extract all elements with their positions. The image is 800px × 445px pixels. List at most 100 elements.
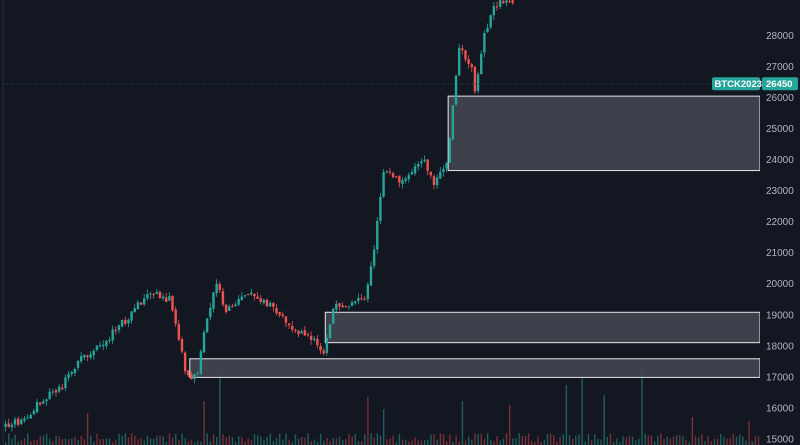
candle-body (127, 319, 130, 324)
volume-bar (726, 438, 728, 445)
volume-bar (96, 433, 98, 445)
volume-bar (354, 433, 357, 445)
volume-bar (42, 435, 45, 445)
volume-bar (486, 433, 489, 445)
volume-bar (127, 437, 130, 445)
volume-bar (666, 436, 668, 445)
volume-bar (553, 435, 555, 445)
volume-bar (49, 438, 51, 445)
candle-body (376, 220, 379, 250)
volume-bar (575, 436, 577, 445)
volume-bar (80, 435, 82, 445)
candle-body (152, 293, 155, 295)
volume-bar (64, 438, 67, 445)
volume-bar (735, 436, 738, 445)
volume-bar (83, 439, 86, 445)
volume-bar (597, 438, 599, 445)
volume-bar (203, 401, 205, 445)
volume-bar (650, 435, 653, 445)
candle-body (171, 296, 174, 311)
volume-bar (323, 440, 325, 445)
price-tick-label: 26000 (766, 93, 794, 104)
candle-body (275, 307, 278, 314)
candle-body (331, 308, 335, 324)
candle-body (67, 374, 70, 378)
volume-bar (156, 435, 158, 445)
volume-bar (282, 439, 284, 445)
volume-bar (105, 438, 108, 445)
candle-body (39, 402, 42, 405)
volume-bar (405, 439, 407, 445)
volume-bar (442, 434, 445, 445)
volume-bar (392, 435, 394, 445)
volume-bar (688, 442, 690, 445)
volume-bar (694, 436, 697, 445)
candle-body (130, 311, 133, 321)
volume-bar (4, 442, 7, 445)
volume-bar (543, 439, 546, 445)
candle-body (300, 331, 303, 334)
volume-bar (219, 373, 221, 445)
candle-body (57, 386, 61, 392)
price-tick-label: 24000 (766, 155, 794, 166)
volume-bar (594, 434, 596, 445)
volume-bar (206, 433, 208, 445)
candle-body (98, 345, 102, 347)
volume-bar (348, 434, 350, 445)
volume-bar (445, 441, 448, 445)
volume-bar (549, 433, 552, 445)
volume-bar (414, 437, 416, 445)
volume-bar (559, 436, 561, 445)
candle-body (168, 296, 171, 301)
candle-body (20, 419, 23, 424)
candle-body (291, 325, 294, 330)
volume-bar (137, 439, 139, 445)
volume-bar (241, 437, 243, 445)
volume-bar (288, 439, 290, 445)
volume-bar (124, 433, 127, 445)
price-tick-label: 28000 (766, 31, 794, 42)
candle-body (205, 318, 209, 333)
candle-body (158, 291, 162, 299)
candle-body (316, 338, 319, 346)
price-tick-label: 16000 (766, 403, 794, 414)
volume-bar (660, 433, 662, 445)
volume-bar (212, 434, 215, 445)
candle-body (212, 292, 215, 309)
volume-bar (691, 417, 694, 445)
candle-body (492, 6, 496, 16)
candle-body (64, 377, 67, 389)
volume-bar (108, 438, 111, 445)
candle-body (511, 0, 514, 4)
candle-body (199, 351, 203, 374)
candle-body (360, 298, 363, 300)
volume-bar (55, 435, 57, 445)
volume-bar (329, 441, 331, 445)
candle-body (294, 329, 297, 331)
volume-bar (644, 433, 646, 445)
volume-bar (537, 436, 539, 445)
candle-body (237, 298, 240, 305)
candle-body (29, 415, 32, 419)
candle-body (429, 171, 433, 176)
volume-bar (505, 433, 508, 445)
volume-bar (757, 436, 760, 445)
candle-body (202, 332, 206, 353)
price-tick-label: 25000 (766, 124, 794, 135)
volume-bar (386, 439, 388, 445)
volume-bar (483, 439, 486, 445)
volume-bar (190, 439, 193, 445)
candle-body (502, 1, 505, 4)
volume-bar (546, 433, 549, 445)
candle-body (347, 306, 351, 308)
volume-bar (584, 441, 586, 445)
candle-body (48, 391, 51, 399)
volume-bar (326, 437, 328, 445)
volume-bar (168, 433, 171, 445)
volume-bar (360, 440, 363, 445)
candle-body (338, 303, 341, 307)
candle-body (86, 355, 89, 358)
volume-bar (675, 435, 678, 445)
